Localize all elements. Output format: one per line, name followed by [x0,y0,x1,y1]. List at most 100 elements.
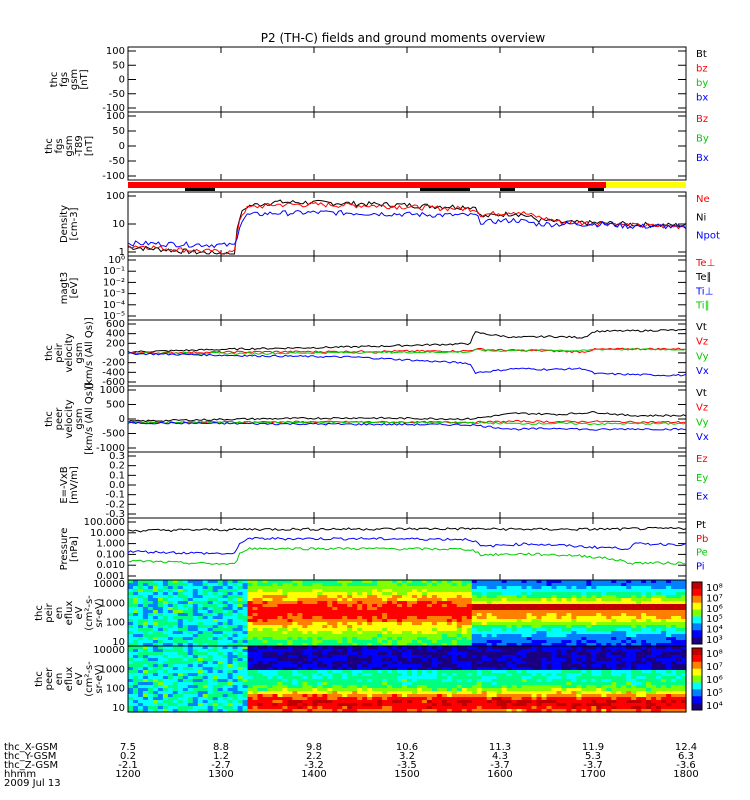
spectrogram-cell [152,598,159,602]
spectrogram-cell [516,592,523,596]
spectrogram-cell [377,661,383,665]
spectrogram-cell [287,646,293,650]
spectrogram-cell [591,589,597,593]
spectrogram-cell [192,694,199,698]
spectrogram-cell [471,622,478,626]
spectrogram-cell [307,652,313,656]
spectrogram-cell [202,580,209,584]
spectrogram-cell [476,670,483,674]
spectrogram-cell [197,595,204,599]
spectrogram-cell [656,637,662,641]
spectrogram-cell [267,637,274,641]
spectrogram-cell [546,628,553,632]
spectrogram-cell [631,634,637,638]
spectrogram-cell [142,613,149,617]
spectrogram-cell [446,694,453,698]
y-tick-label: 10⁻⁴ [103,300,125,311]
spectrogram-cell [501,598,508,602]
spectrogram-cell [312,673,318,677]
spectrogram-cell [267,649,274,653]
spectrogram-cell [207,592,214,596]
spectrogram-cell [367,685,373,689]
spectrogram-cell [337,709,343,713]
spectrogram-cell [466,589,473,593]
spectrogram-cell [232,604,239,608]
spectrogram-cell [426,694,433,698]
spectrogram-cell [377,685,383,689]
spectrogram-cell [516,709,523,713]
spectrogram-cell [128,613,134,617]
spectrogram-cell [312,697,318,701]
spectrogram-cell [471,676,478,680]
spectrogram-cell [571,601,577,605]
spectrogram-cell [317,604,323,608]
spectrogram-cell [566,661,572,665]
spectrogram-cell [601,631,607,635]
spectrogram-cell [287,688,293,692]
spectrogram-cell [327,709,333,713]
spectrogram-cell [227,631,234,635]
spectrogram-cell [506,688,513,692]
spectrogram-cell [247,664,254,668]
spectrogram-cell [551,613,558,617]
spectrogram-cell [521,682,528,686]
spectrogram-cell [671,610,677,614]
spectrogram-cell [566,667,572,671]
spectrogram-cell [282,670,288,674]
spectrogram-cell [586,634,592,638]
spectrogram-cell [561,610,567,614]
spectrogram-cell [252,649,259,653]
spectrogram-cell [471,610,478,614]
spectrogram-cell [207,700,214,704]
spectrogram-cell [152,592,159,596]
spectrogram-cell [272,598,279,602]
spectrogram-cell [292,640,298,644]
spectrogram-cell [631,631,637,635]
spectrogram-cell [451,697,458,701]
spectrogram-cell [426,655,433,659]
spectrogram-cell [317,703,323,707]
spectrogram-cell [481,691,488,695]
spectrogram-cell [506,634,513,638]
spectrogram-cell [327,667,333,671]
spectrogram-cell [352,649,358,653]
flag-bar-segment [185,188,215,191]
spectrogram-cell [262,640,269,644]
spectrogram-cell [247,628,254,632]
spectrogram-cell [232,613,239,617]
spectrogram-cell [641,595,647,599]
spectrogram-cell [421,631,428,635]
spectrogram-cell [277,700,284,704]
spectrogram-cell [417,607,423,611]
spectrogram-cell [566,625,572,629]
spectrogram-cell [576,697,582,701]
spectrogram-cell [227,706,234,710]
spectrogram-cell [352,640,358,644]
y-tick-label: 10⁻² [103,277,125,288]
spectrogram-cell [192,661,199,665]
spectrogram-cell [302,676,308,680]
y-tick-label: 100 [106,618,125,629]
spectrogram-cell [397,658,403,662]
spectrogram-cell [571,604,577,608]
spectrogram-cell [237,604,244,608]
spectrogram-cell [297,697,303,701]
spectrogram-cell [287,691,293,695]
flag-bar-segment [588,188,604,191]
spectrogram-cell [362,679,368,683]
spectrogram-cell [167,649,174,653]
spectrogram-cell [491,646,498,650]
spectrogram-cell [187,598,194,602]
spectrogram-cell [212,622,219,626]
spectrogram-cell [187,622,194,626]
spectrogram-cell [651,595,657,599]
spectrogram-cell [227,643,234,647]
spectrogram-cell [317,661,323,665]
spectrogram-cell [431,607,438,611]
spectrogram-cell [466,664,473,668]
spectrogram-cell [212,631,219,635]
spectrogram-cell [631,640,637,644]
spectrogram-cell [147,646,154,650]
spectrogram-cell [412,649,418,653]
spectrogram-cell [571,592,577,596]
